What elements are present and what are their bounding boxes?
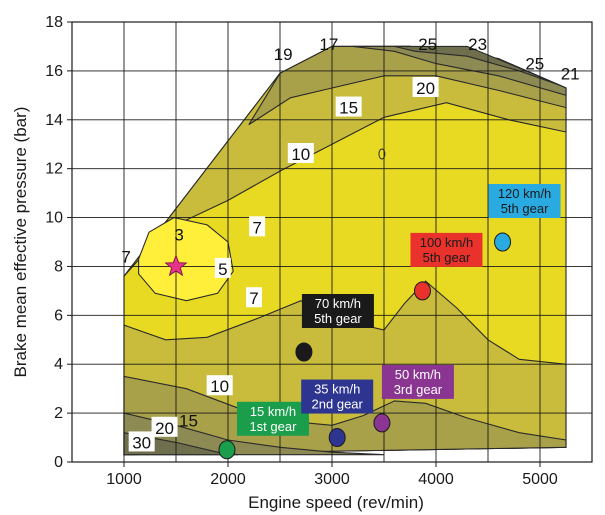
point-tag-text: 3rd gear [394,382,443,397]
contour-label: 25 [525,55,544,74]
point-tag-box [488,184,561,218]
contour-label: 15 [179,411,198,430]
optimum-star [164,254,188,277]
contour-label-box [335,96,362,117]
point-tag-box [381,364,454,399]
contour-label-box [412,77,439,97]
point-tag-text: 5th gear [314,311,362,326]
contour-label: 7 [252,218,261,237]
x-tick-label: 1000 [106,471,142,488]
y-axis-ticks: 0 2 4 6 8 10 12 14 16 18 [45,14,72,471]
contour-label-box [151,416,178,437]
contour-label: 20 [155,419,174,438]
contour-label: 3 [174,226,183,245]
x-tick-label: 3000 [314,471,350,488]
point-tag-text: 5th gear [423,250,471,265]
x-tick-label: 5000 [522,471,558,488]
contour-label: 15 [339,99,358,118]
point-tag-text: 2nd gear [312,397,364,412]
x-axis-label: Engine speed (rev/min) [248,493,424,512]
point-tag-text: 5th gear [501,201,549,216]
contour-label: 19 [274,45,293,64]
y-tick-label: 16 [45,63,63,80]
contour-label: 10 [291,145,310,164]
contour-label: 23 [468,35,487,54]
contour-label-box [214,257,231,278]
contour-label-box [246,287,262,308]
y-tick-label: 4 [54,356,63,373]
x-tick-label: 4000 [418,471,454,488]
y-axis-label: Brake mean effective pressure (bar) [11,107,30,378]
point-tag-box [410,232,483,267]
point-tag-box [301,294,374,328]
contour-label: 17 [319,35,338,54]
point-tag-text: 15 km/h [250,404,296,419]
contour-label: 7 [121,248,130,267]
contour-label: 5 [218,260,227,279]
y-tick-label: 10 [45,210,63,227]
point-tag-box [301,379,374,414]
x-tick-label: 2000 [210,471,246,488]
y-tick-label: 6 [54,307,63,324]
contour-label-box [287,143,314,163]
region-bottom-darker [123,412,385,456]
island-contour [378,148,386,160]
operating-point [218,440,236,460]
point-tag-text: 120 km/h [498,186,551,201]
region-sweet-spot [138,217,234,302]
y-tick-label: 14 [45,112,63,129]
point-tag-text: 1st gear [249,419,297,434]
bmep-regions [123,45,567,456]
y-tick-label: 2 [54,405,63,422]
operating-point [295,342,313,362]
y-tick-label: 12 [45,161,63,178]
contour-label-box [128,431,155,452]
operating-point [373,413,391,433]
y-tick-label: 0 [54,454,63,471]
contour-label: 10 [210,377,229,396]
contour-label-box [249,216,266,237]
point-tag-text: 100 km/h [420,235,473,250]
point-tag-text: 50 km/h [395,367,441,382]
contour-label: 20 [416,79,435,98]
operating-point [494,232,512,252]
optimum-marker [164,254,188,277]
contour-label-box [206,375,233,396]
region-low-dark [123,375,567,456]
contour-label: 30 [132,433,151,452]
contour-label: 21 [561,64,580,83]
operating-point [328,428,346,448]
y-tick-label: 8 [54,258,63,275]
x-axis-ticks: 1000 2000 3000 4000 5000 [106,462,558,488]
operating-point [413,281,431,301]
y-tick-label: 18 [45,14,63,31]
point-tag-box [236,401,309,436]
point-tag-text: 70 km/h [315,296,361,311]
contour-label: 7 [249,289,258,308]
point-tag-text: 35 km/h [314,382,360,397]
contour-label: 25 [418,35,437,54]
